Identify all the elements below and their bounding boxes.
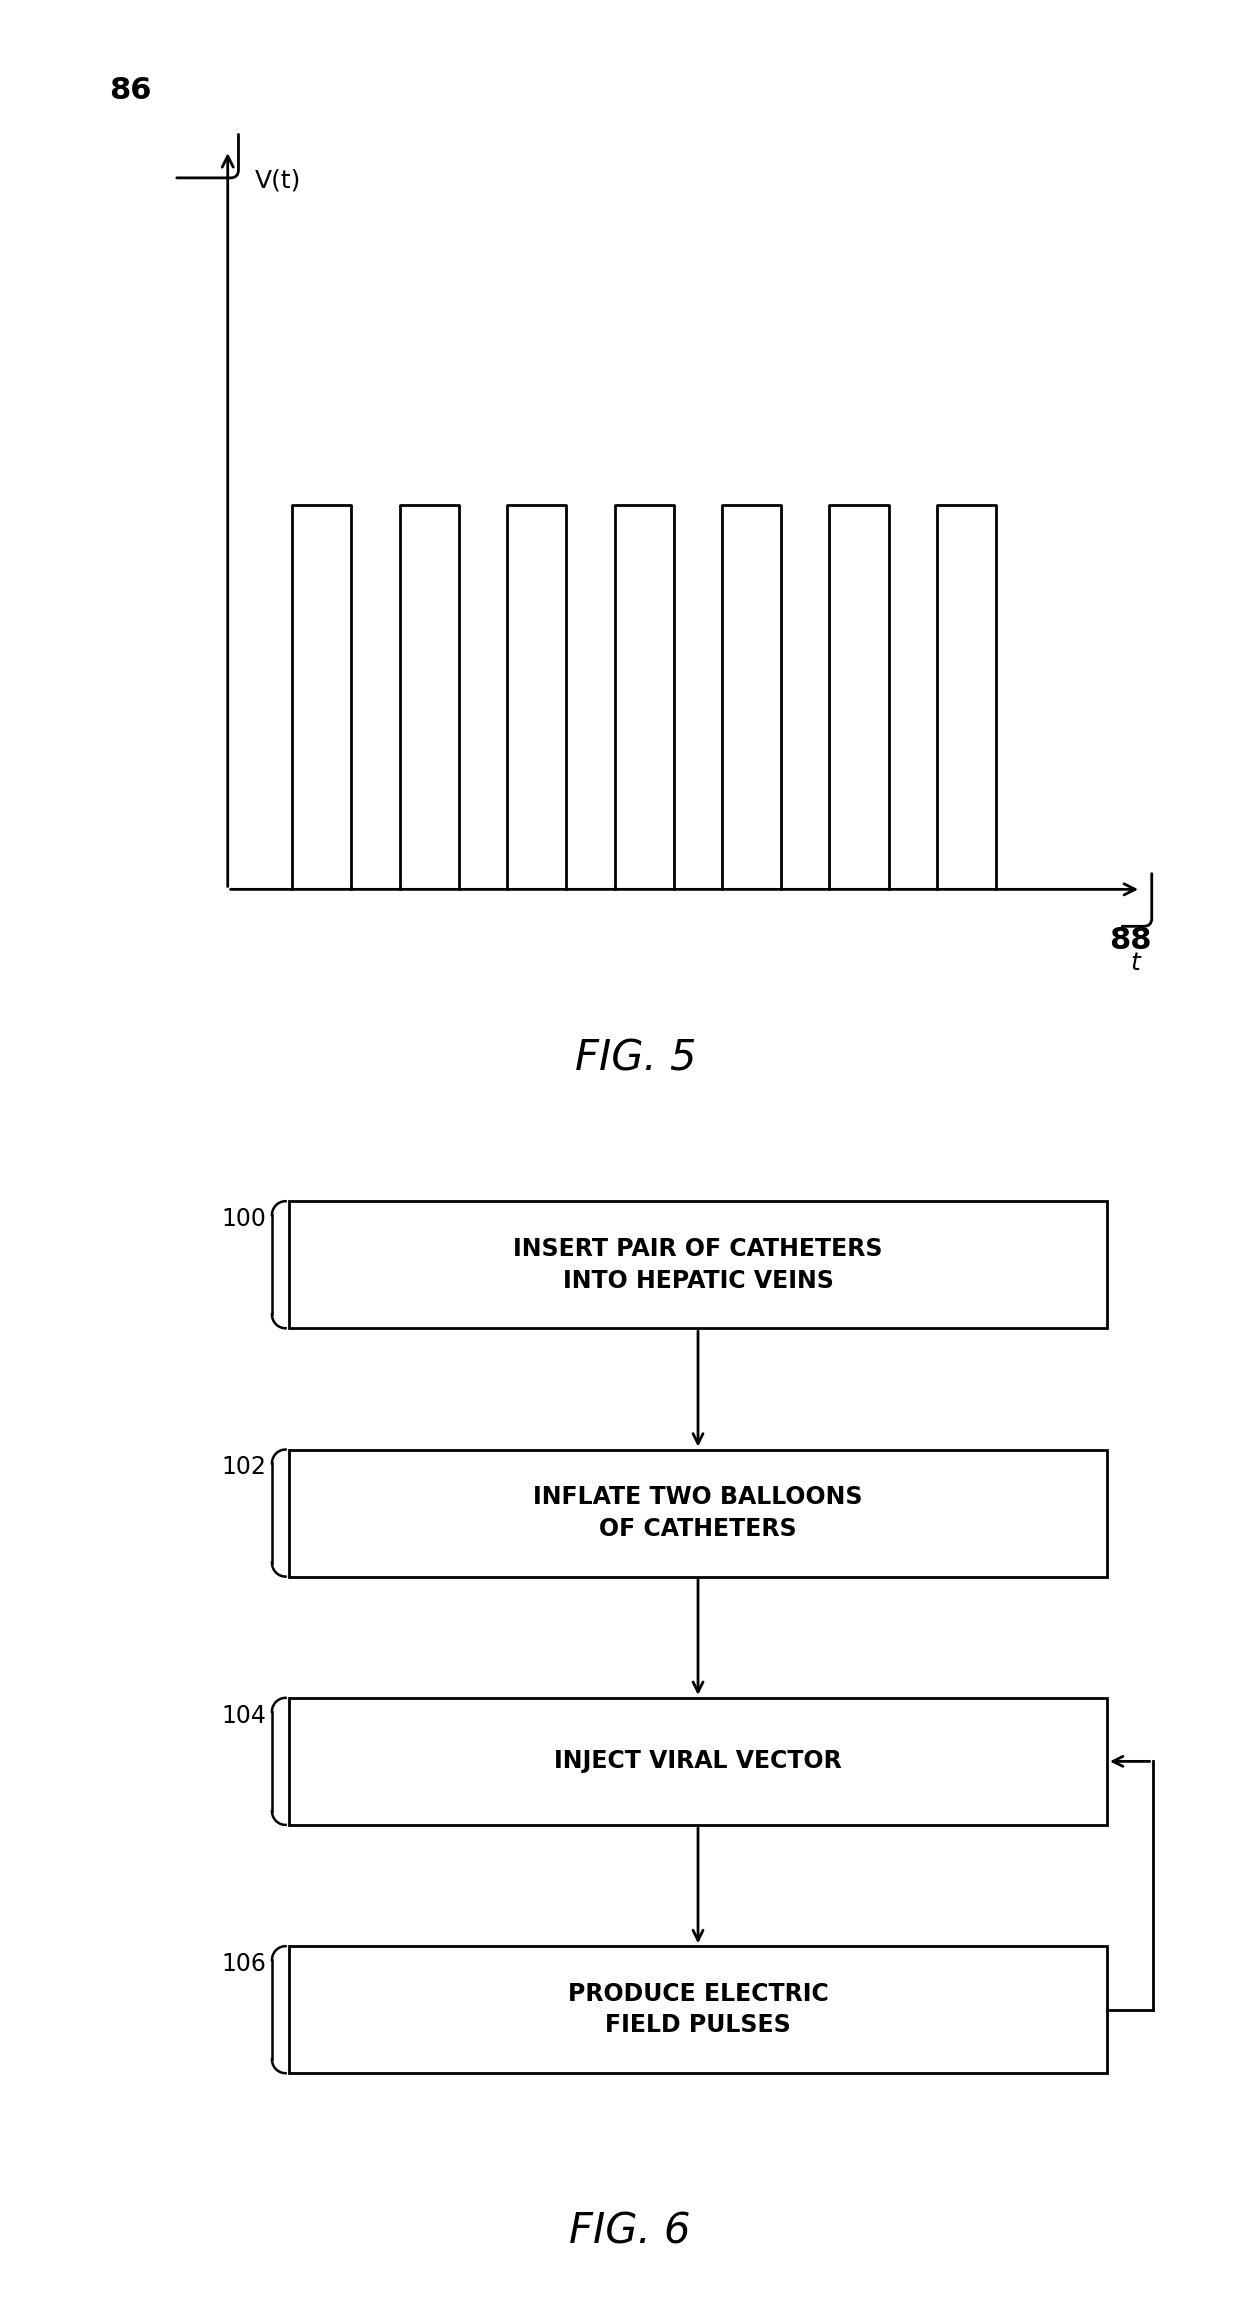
Text: t: t (1130, 952, 1140, 975)
Text: INSERT PAIR OF CATHETERS
INTO HEPATIC VEINS: INSERT PAIR OF CATHETERS INTO HEPATIC VE… (514, 1236, 883, 1294)
Text: 104: 104 (221, 1702, 267, 1728)
Text: INFLATE TWO BALLOONS
OF CATHETERS: INFLATE TWO BALLOONS OF CATHETERS (534, 1485, 863, 1541)
Text: FIG. 5: FIG. 5 (576, 1037, 697, 1079)
Text: FIG. 6: FIG. 6 (569, 2211, 690, 2252)
Text: 86: 86 (110, 76, 152, 106)
Text: 102: 102 (221, 1455, 267, 1478)
Text: V(t): V(t) (254, 169, 301, 192)
Bar (289, 1698, 1107, 1825)
Text: PRODUCE ELECTRIC
FIELD PULSES: PRODUCE ELECTRIC FIELD PULSES (568, 1982, 829, 2037)
Bar (289, 1945, 1107, 2074)
Bar (289, 1451, 1107, 1575)
Text: INJECT VIRAL VECTOR: INJECT VIRAL VECTOR (555, 1749, 842, 1774)
Text: 88: 88 (1109, 926, 1152, 956)
Text: 106: 106 (221, 1952, 267, 1975)
Bar (289, 1201, 1107, 1328)
Text: 100: 100 (221, 1206, 267, 1231)
